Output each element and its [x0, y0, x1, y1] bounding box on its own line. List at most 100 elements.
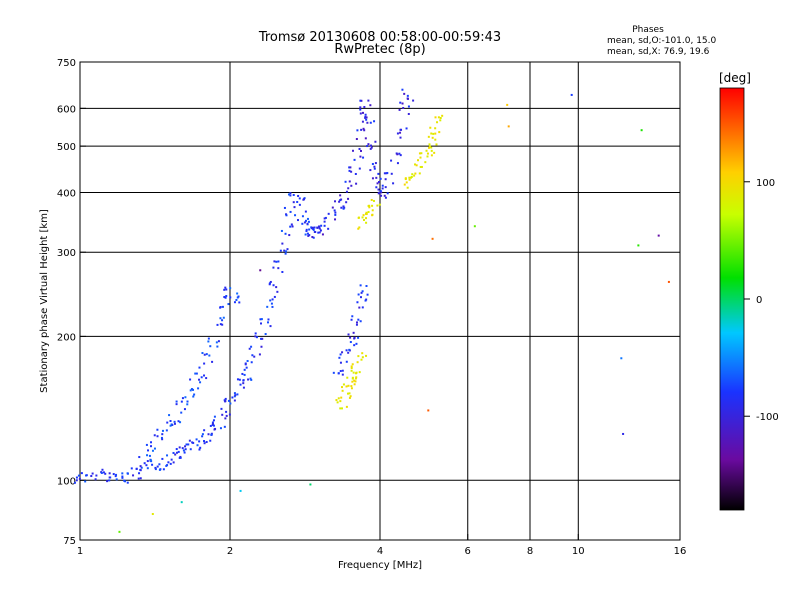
echo-point [406, 94, 409, 97]
echo-point [239, 383, 242, 386]
echo-point [203, 362, 206, 365]
echo-point [289, 225, 292, 228]
echo-point [298, 203, 301, 206]
phase-legend-x: mean, sd,X: 76.9, 19.6 [607, 47, 710, 57]
echo-point [231, 396, 234, 399]
echo-point [345, 190, 348, 193]
echo-point [298, 197, 301, 200]
echo-point [323, 220, 326, 223]
echo-point [266, 305, 269, 308]
echo-point [434, 138, 437, 141]
echo-point [398, 108, 401, 111]
echo-point [106, 480, 109, 483]
echo-point [339, 361, 342, 364]
chart-title: Tromsø 20130608 00:58:00-00:59:43 [258, 30, 501, 45]
echo-point [376, 204, 379, 207]
echo-point [154, 468, 157, 471]
echo-point [309, 483, 312, 486]
echo-point [184, 396, 187, 399]
echo-point [146, 467, 149, 470]
echo-point [210, 433, 213, 436]
echo-point [170, 458, 173, 461]
echo-point [193, 393, 196, 396]
echo-point [355, 376, 358, 379]
echo-point [384, 196, 387, 199]
echo-point [342, 207, 345, 210]
echo-point [351, 380, 354, 383]
x-tick-label: 4 [377, 546, 383, 557]
echo-point [211, 423, 214, 426]
echo-point [175, 448, 178, 451]
echo-point [345, 201, 348, 204]
echo-point [175, 403, 178, 406]
echo-point [303, 221, 306, 224]
echo-point [172, 461, 175, 464]
echo-point [301, 222, 304, 225]
echo-point [334, 218, 337, 221]
echo-point [121, 475, 124, 478]
echo-point [259, 269, 262, 272]
echo-point [439, 116, 442, 119]
echo-point [271, 305, 274, 308]
echo-point [203, 353, 206, 356]
echo-point [94, 478, 97, 481]
echo-point [181, 447, 184, 450]
echo-point [360, 358, 363, 361]
echo-point [408, 178, 411, 181]
echo-point [339, 199, 342, 202]
echo-point [203, 429, 206, 432]
echo-point [224, 400, 227, 403]
echo-point [363, 129, 366, 132]
echo-point [197, 387, 200, 390]
echo-point [233, 395, 236, 398]
echo-point [179, 421, 182, 424]
echo-point [336, 401, 339, 404]
echo-point [148, 454, 151, 457]
echo-point [273, 260, 276, 263]
echo-point [288, 234, 291, 237]
echo-point [431, 237, 434, 240]
echo-point [381, 184, 384, 187]
echo-point [165, 429, 168, 432]
echo-point [420, 165, 423, 168]
echo-point [353, 344, 356, 347]
echo-point [189, 448, 192, 451]
echo-point [419, 165, 422, 168]
echo-point [357, 293, 360, 296]
echo-point [384, 186, 387, 189]
echo-point [342, 383, 345, 386]
echo-point [357, 336, 360, 339]
echo-point [260, 322, 263, 325]
echo-point [370, 146, 373, 149]
echo-point [362, 214, 365, 217]
echo-point [427, 409, 430, 412]
echo-point [216, 323, 219, 326]
echo-point [220, 407, 223, 410]
echo-point [637, 244, 640, 247]
echo-point [95, 474, 98, 477]
echo-point [160, 436, 163, 439]
echo-point [222, 316, 225, 319]
echo-point [211, 360, 214, 363]
echo-point [323, 217, 326, 220]
echo-point [408, 176, 411, 179]
echo-point [161, 429, 164, 432]
echo-point [413, 174, 416, 177]
echo-point [229, 296, 232, 299]
echo-point [189, 378, 192, 381]
echo-point [355, 323, 358, 326]
echo-point [236, 378, 239, 381]
echo-point [403, 183, 406, 186]
echo-point [198, 366, 201, 369]
echo-point [370, 198, 373, 201]
echo-point [108, 476, 111, 479]
echo-point [186, 403, 189, 406]
echo-point [156, 435, 159, 438]
echo-point [301, 215, 304, 218]
echo-point [339, 194, 342, 197]
echo-point [205, 353, 208, 356]
echo-point [279, 249, 282, 252]
echo-point [264, 333, 267, 336]
echo-point [358, 147, 361, 150]
